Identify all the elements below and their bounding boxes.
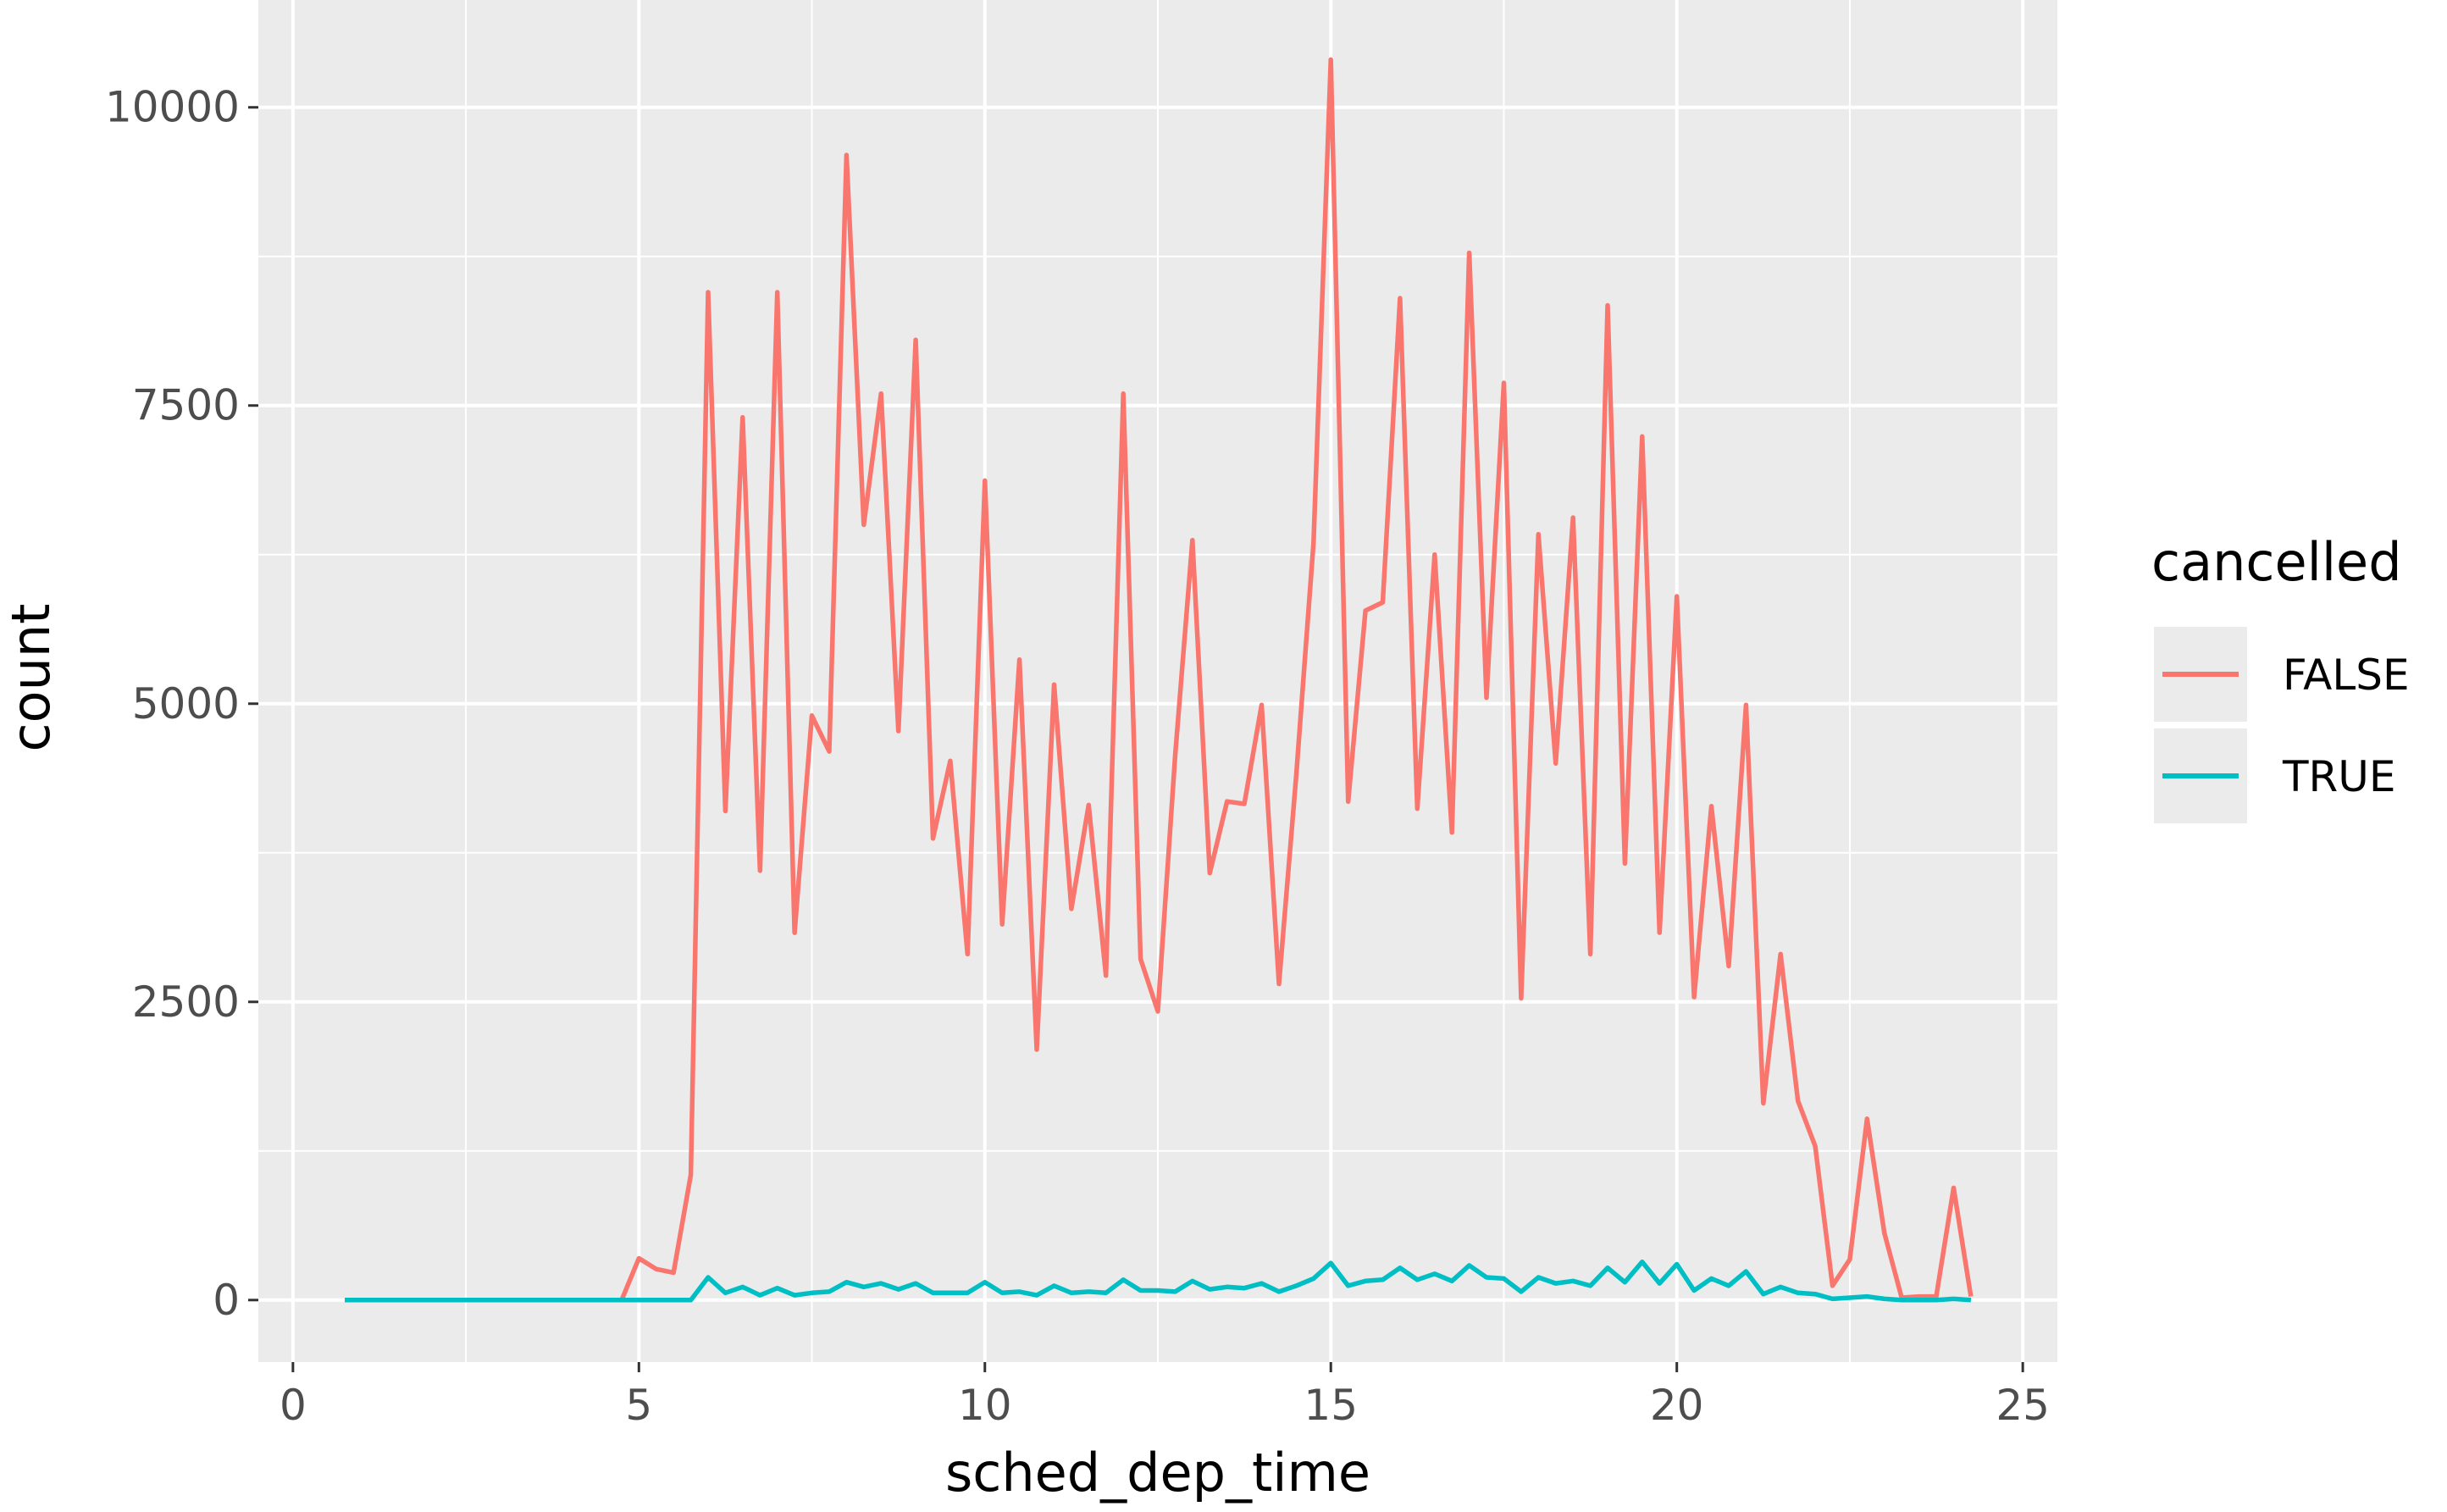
y-tick-label: 10000	[105, 83, 240, 132]
y-tick-label: 2500	[132, 978, 240, 1027]
axis-ticks: 0 5 10 15 20 25 0 2500 5000 7500 10000	[105, 83, 2050, 1430]
x-tick-label: 15	[1304, 1381, 1358, 1430]
y-tick-label: 0	[213, 1276, 240, 1325]
series-line-true	[345, 1259, 1972, 1303]
minor-gridlines	[258, 0, 2057, 1362]
y-axis-title: count	[0, 604, 62, 752]
x-tick-label: 0	[280, 1381, 307, 1430]
legend: cancelled FALSE TRUE	[2151, 531, 2410, 823]
x-tick-label: 5	[625, 1381, 652, 1430]
legend-label-true: TRUE	[2282, 752, 2395, 801]
legend-label-false: FALSE	[2283, 651, 2410, 700]
legend-title: cancelled	[2151, 531, 2402, 593]
x-tick-label: 10	[958, 1381, 1012, 1430]
y-tick-label: 5000	[132, 679, 240, 728]
x-axis-title: sched_dep_time	[945, 1442, 1370, 1504]
x-tick-label: 25	[1996, 1381, 2050, 1430]
y-tick-label: 7500	[132, 381, 240, 430]
series-lines	[345, 57, 1974, 1303]
x-tick-label: 20	[1650, 1381, 1704, 1430]
